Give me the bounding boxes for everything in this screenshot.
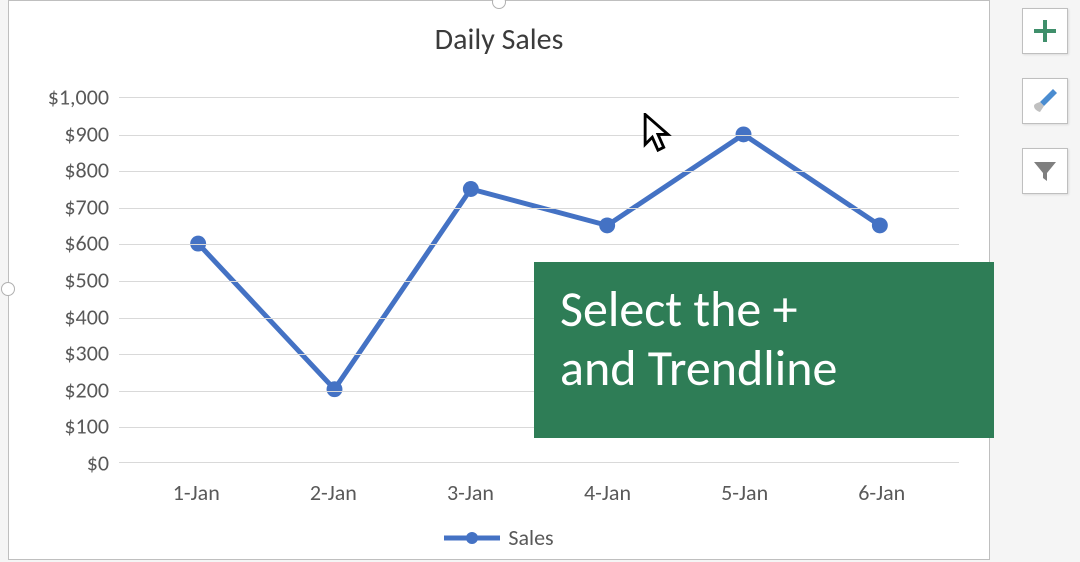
chart-elements-button[interactable] [1022, 8, 1068, 54]
y-axis-tick: $900 [9, 120, 109, 147]
chart-styles-button[interactable] [1022, 78, 1068, 124]
x-axis-tick: 2-Jan [310, 479, 357, 506]
x-axis-tick: 6-Jan [858, 479, 905, 506]
x-axis-tick: 5-Jan [721, 479, 768, 506]
y-axis-tick: $300 [9, 340, 109, 367]
mouse-cursor [643, 113, 673, 153]
y-axis-tick: $800 [9, 157, 109, 184]
brush-icon [1031, 87, 1059, 115]
y-axis-tick: $200 [9, 376, 109, 403]
y-axis-tick: $100 [9, 413, 109, 440]
legend-label: Sales [508, 524, 553, 551]
legend-item-sales[interactable]: Sales [444, 524, 553, 551]
y-axis-tick: $0 [9, 450, 109, 477]
y-axis-tick: $1,000 [9, 84, 109, 111]
funnel-icon [1032, 158, 1058, 184]
y-axis-tick: $700 [9, 193, 109, 220]
legend-swatch [444, 531, 500, 545]
x-axis-tick: 3-Jan [447, 479, 494, 506]
selection-handle-left[interactable] [1, 282, 15, 296]
chart-filters-button[interactable] [1022, 148, 1068, 194]
grid-line [119, 135, 959, 136]
y-axis-tick: $500 [9, 267, 109, 294]
x-axis-tick: 4-Jan [584, 479, 631, 506]
grid-line [119, 208, 959, 209]
instruction-callout: Select the + and Trendline [534, 262, 994, 438]
grid-line [119, 171, 959, 172]
legend[interactable]: Sales [9, 524, 989, 551]
x-axis-tick: 1-Jan [173, 479, 220, 506]
chart-title[interactable]: Daily Sales [9, 21, 989, 58]
plus-icon [1032, 18, 1058, 44]
y-axis-tick: $600 [9, 230, 109, 257]
y-axis-tick: $400 [9, 303, 109, 330]
grid-line [119, 244, 959, 245]
